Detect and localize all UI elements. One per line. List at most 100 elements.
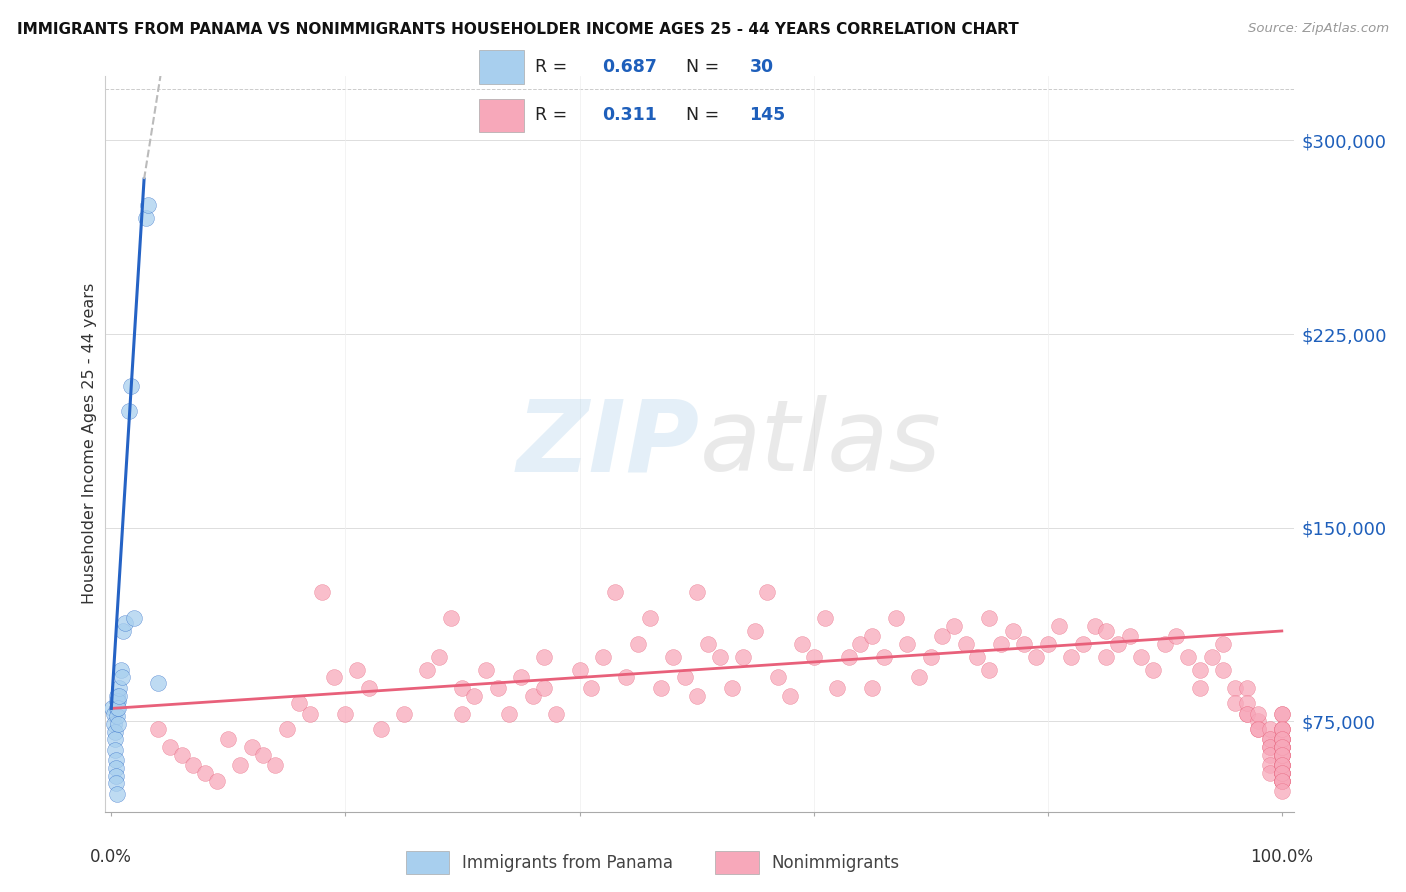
Point [1271, 766, 1294, 780]
Bar [479, 50, 524, 84]
Point [1095, 649, 1118, 664]
Point [107, 694, 129, 708]
Point [104, 776, 127, 790]
Point [252, 747, 274, 762]
Point [873, 649, 896, 664]
Text: 30: 30 [749, 58, 773, 76]
Point [1153, 637, 1175, 651]
Point [1271, 747, 1294, 762]
Point [194, 766, 217, 780]
Point [1271, 747, 1294, 762]
Point [1258, 732, 1281, 747]
Text: Source: ZipAtlas.com: Source: ZipAtlas.com [1249, 22, 1389, 36]
Point [1271, 706, 1294, 721]
Point [1036, 637, 1059, 651]
Point [884, 611, 907, 625]
Point [1223, 696, 1246, 710]
Point [1236, 706, 1258, 721]
Point [181, 758, 204, 772]
Point [357, 681, 380, 695]
Point [1271, 766, 1294, 780]
Point [697, 637, 720, 651]
Point [287, 696, 309, 710]
Point [1271, 722, 1294, 736]
Point [103, 706, 125, 721]
Bar [479, 99, 524, 132]
Point [1271, 773, 1294, 788]
Point [1271, 732, 1294, 747]
Point [908, 670, 931, 684]
Point [1083, 619, 1105, 633]
Point [475, 663, 498, 677]
Point [105, 709, 128, 723]
Point [101, 701, 124, 715]
Text: R =: R = [536, 58, 572, 76]
Point [1236, 681, 1258, 695]
Point [1001, 624, 1024, 638]
Point [146, 675, 169, 690]
Text: Nonimmigrants: Nonimmigrants [770, 854, 900, 871]
Text: 0.0%: 0.0% [90, 848, 132, 866]
Point [966, 649, 988, 664]
Point [1095, 624, 1118, 638]
Point [522, 689, 544, 703]
Point [1025, 649, 1047, 664]
Point [1271, 706, 1294, 721]
Point [1071, 637, 1094, 651]
Point [103, 717, 125, 731]
Point [104, 743, 127, 757]
Point [136, 198, 159, 212]
Point [733, 649, 755, 664]
Point [803, 649, 825, 664]
Point [579, 681, 602, 695]
Point [416, 663, 439, 677]
Point [114, 616, 136, 631]
Point [533, 649, 555, 664]
Bar [406, 851, 450, 874]
Point [896, 637, 918, 651]
Point [1258, 722, 1281, 736]
Point [1271, 740, 1294, 755]
Point [118, 404, 141, 418]
Point [105, 694, 128, 708]
Point [510, 670, 533, 684]
Point [110, 663, 132, 677]
Point [104, 768, 127, 782]
Point [685, 585, 707, 599]
Point [108, 689, 131, 703]
Point [860, 681, 883, 695]
Point [1247, 714, 1270, 729]
Point [1271, 732, 1294, 747]
Point [685, 689, 707, 703]
Point [229, 758, 252, 772]
Point [1271, 732, 1294, 747]
Point [107, 717, 129, 731]
Point [1177, 649, 1199, 664]
Point [1271, 747, 1294, 762]
Point [1247, 722, 1270, 736]
Point [1236, 706, 1258, 721]
Point [1271, 722, 1294, 736]
Point [104, 732, 127, 747]
Point [463, 689, 485, 703]
Point [111, 624, 134, 638]
Point [276, 722, 298, 736]
Point [790, 637, 813, 651]
Point [720, 681, 742, 695]
Point [264, 758, 287, 772]
Point [1258, 758, 1281, 772]
Point [627, 637, 650, 651]
Point [1258, 747, 1281, 762]
Point [205, 773, 228, 788]
Point [1271, 740, 1294, 755]
Point [105, 701, 128, 715]
Point [335, 706, 357, 721]
Point [1212, 637, 1234, 651]
Point [1271, 740, 1294, 755]
Point [107, 701, 129, 715]
Point [533, 681, 555, 695]
Point [638, 611, 661, 625]
Point [1271, 758, 1294, 772]
Point [768, 670, 790, 684]
Point [860, 629, 883, 643]
